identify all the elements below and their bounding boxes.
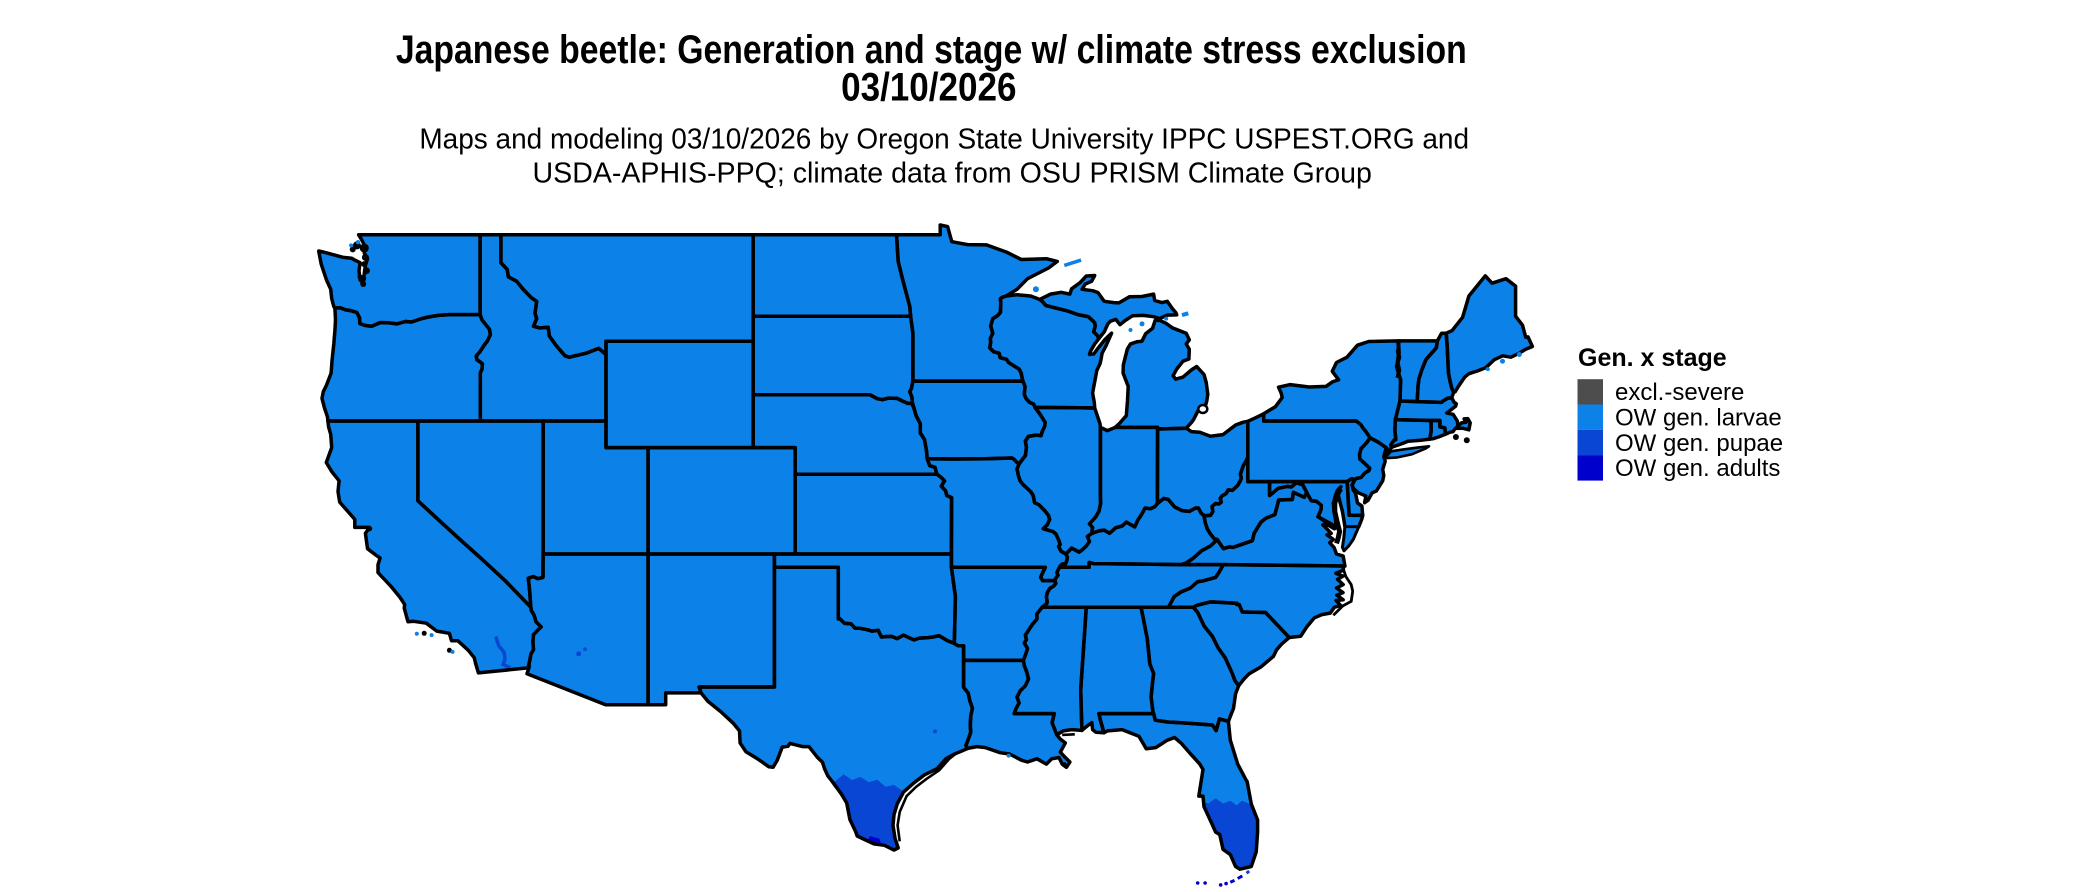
svg-text:excl.-severe: excl.-severe bbox=[1615, 379, 1744, 406]
svg-text:OW gen. adults: OW gen. adults bbox=[1615, 455, 1780, 482]
svg-text:Japanese beetle: Generation an: Japanese beetle: Generation and stage w/… bbox=[396, 27, 1467, 71]
svg-text:OW gen. pupae: OW gen. pupae bbox=[1615, 430, 1783, 457]
svg-text:OW gen. larvae: OW gen. larvae bbox=[1615, 404, 1782, 431]
svg-text:Gen. x stage: Gen. x stage bbox=[1578, 344, 1727, 372]
svg-text:USDA-APHIS-PPQ; climate data f: USDA-APHIS-PPQ; climate data from OSU PR… bbox=[533, 157, 1372, 189]
svg-text:Maps and modeling 03/10/2026 b: Maps and modeling 03/10/2026 by Oregon S… bbox=[419, 122, 1469, 154]
svg-text:03/10/2026: 03/10/2026 bbox=[841, 64, 1016, 109]
